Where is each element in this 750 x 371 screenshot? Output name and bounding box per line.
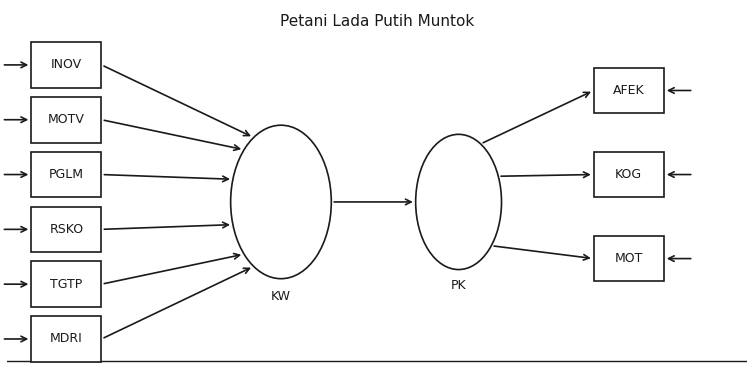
Text: PGLM: PGLM — [49, 168, 84, 181]
FancyBboxPatch shape — [32, 316, 101, 362]
Text: Petani Lada Putih Muntok: Petani Lada Putih Muntok — [280, 14, 474, 29]
FancyBboxPatch shape — [32, 261, 101, 307]
Text: MDRI: MDRI — [50, 332, 82, 345]
Text: PK: PK — [451, 279, 466, 292]
FancyBboxPatch shape — [594, 152, 664, 197]
FancyBboxPatch shape — [594, 236, 664, 282]
Text: RSKO: RSKO — [50, 223, 83, 236]
Text: KW: KW — [271, 290, 291, 303]
Text: AFEK: AFEK — [613, 84, 644, 97]
FancyBboxPatch shape — [594, 68, 664, 113]
Ellipse shape — [231, 125, 332, 279]
FancyBboxPatch shape — [32, 207, 101, 252]
FancyBboxPatch shape — [32, 42, 101, 88]
Text: TGTP: TGTP — [50, 278, 82, 290]
FancyBboxPatch shape — [32, 97, 101, 142]
Text: MOT: MOT — [614, 252, 643, 265]
Ellipse shape — [416, 134, 502, 270]
Text: INOV: INOV — [51, 58, 82, 71]
FancyBboxPatch shape — [32, 152, 101, 197]
Text: MOTV: MOTV — [48, 113, 85, 126]
Text: KOG: KOG — [615, 168, 642, 181]
